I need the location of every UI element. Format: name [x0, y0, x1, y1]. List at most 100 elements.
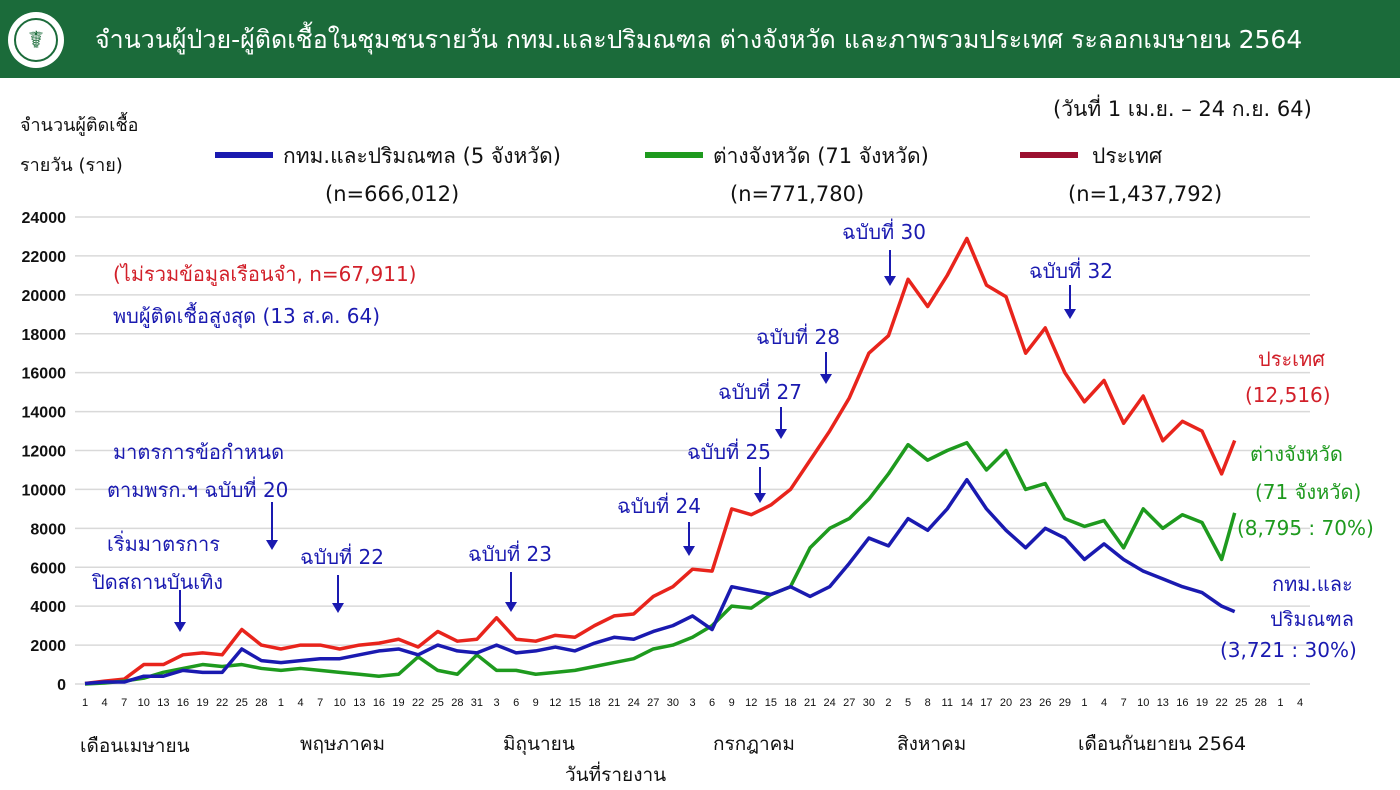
x-tick-label: 16: [1176, 697, 1188, 709]
end-label-provinces-count: (71 จังหวัด): [1255, 480, 1362, 504]
arrow-down-icon: [266, 502, 278, 550]
annotation-25: ฉบับที่ 25: [687, 440, 772, 464]
page-title: จำนวนผู้ป่วย-ผู้ติดเชื้อในชุมชนรายวัน กท…: [95, 25, 1303, 54]
annotation-22: ฉบับที่ 22: [300, 545, 385, 569]
x-tick-label: 13: [157, 697, 169, 709]
x-tick-label: 7: [317, 697, 323, 709]
y-tick-label: 16000: [22, 366, 67, 383]
y-tick-label: 10000: [22, 482, 67, 499]
x-tick-label: 24: [628, 697, 640, 709]
x-tick-label: 21: [804, 697, 816, 709]
caduceus-icon: ☤: [14, 18, 58, 62]
x-tick-label: 27: [647, 697, 659, 709]
annotation-entertainment-line2: ปิดสถานบันเทิง: [92, 570, 224, 594]
x-tick-label: 16: [177, 697, 189, 709]
legend-label-bkk: กทม.และปริมณฑล (5 จังหวัด): [283, 144, 561, 168]
legend-swatch-national: [1020, 152, 1078, 158]
x-tick-label: 13: [1157, 697, 1169, 709]
annotation-m20-line2: ตามพรก.ฯ ฉบับที่ 20: [107, 478, 289, 502]
x-tick-label: 30: [863, 697, 875, 709]
x-tick-label: 1: [278, 697, 284, 709]
x-tick-label: 25: [432, 697, 444, 709]
x-tick-label: 9: [729, 697, 735, 709]
arrow-down-icon: [820, 352, 832, 384]
end-label-national: ประเทศ: [1258, 347, 1325, 371]
x-tick-label: 28: [255, 697, 267, 709]
x-tick-label: 10: [334, 697, 346, 709]
legend-n-provinces: (n=771,780): [730, 182, 865, 206]
x-tick-label: 21: [608, 697, 620, 709]
month-label-april: เดือนเมษายน: [80, 735, 190, 757]
ministry-logo: ☤: [8, 12, 64, 68]
x-tick-label: 1: [1277, 697, 1283, 709]
x-tick-label: 17: [980, 697, 992, 709]
series-line-bkk: [84, 477, 1236, 686]
x-tick-label: 4: [1297, 697, 1303, 709]
month-label-august: สิงหาคม: [897, 733, 967, 755]
x-tick-label: 19: [392, 697, 404, 709]
series-line-national: [84, 236, 1237, 686]
legend-swatch-bkk: [215, 152, 273, 158]
arrow-down-icon: [775, 407, 787, 439]
x-tick-label: 5: [905, 697, 911, 709]
x-tick-label: 28: [1255, 697, 1267, 709]
x-tick-label: 19: [1196, 697, 1208, 709]
x-tick-label: 3: [493, 697, 499, 709]
x-tick-label: 27: [843, 697, 855, 709]
x-tick-label: 6: [513, 697, 519, 709]
x-tick-label: 4: [1101, 697, 1107, 709]
x-tick-label: 15: [569, 697, 581, 709]
annotation-32: ฉบับที่ 32: [1029, 259, 1114, 283]
x-tick-label: 2: [885, 697, 891, 709]
x-axis-title: วันที่รายงาน: [565, 764, 667, 786]
x-tick-label: 7: [121, 697, 127, 709]
month-label-may: พฤษภาคม: [300, 733, 385, 755]
month-label-june: มิถุนายน: [503, 733, 575, 755]
x-tick-label: 7: [1121, 697, 1127, 709]
x-tick-label: 1: [82, 697, 88, 709]
y-tick-label: 22000: [22, 249, 67, 266]
y-tick-label: 2000: [30, 638, 66, 655]
x-tick-label: 10: [1137, 697, 1149, 709]
x-tick-label: 12: [549, 697, 561, 709]
x-tick-label: 3: [689, 697, 695, 709]
x-tick-label: 31: [471, 697, 483, 709]
arrow-down-icon: [1064, 285, 1076, 319]
header-bar: ☤ จำนวนผู้ป่วย-ผู้ติดเชื้อในชุมชนรายวัน …: [0, 0, 1400, 78]
y-axis-title-line1: จำนวนผู้ติดเชื้อ: [20, 115, 139, 136]
y-axis-title-line2: รายวัน (ราย): [20, 155, 123, 176]
x-tick-label: 12: [745, 697, 757, 709]
y-tick-label: 6000: [30, 560, 66, 577]
y-tick-label: 8000: [30, 521, 66, 538]
legend-swatch-provinces: [645, 152, 703, 158]
y-tick-label: 4000: [30, 599, 66, 616]
y-tick-label: 14000: [22, 405, 67, 422]
arrow-down-icon: [884, 250, 896, 286]
legend-label-national: ประเทศ: [1092, 144, 1163, 168]
arrow-down-icon: [332, 575, 344, 613]
x-tick-label: 22: [1215, 697, 1227, 709]
end-value-bkk: (3,721 : 30%): [1220, 638, 1357, 662]
end-label-bkk-2: ปริมณฑล: [1270, 607, 1355, 631]
x-tick-label: 23: [1020, 697, 1032, 709]
annotation-30: ฉบับที่ 30: [842, 220, 927, 244]
x-tick-label: 19: [196, 697, 208, 709]
y-tick-label: 20000: [22, 288, 67, 305]
x-tick-label: 15: [765, 697, 777, 709]
arrow-down-icon: [505, 572, 517, 612]
legend-label-provinces: ต่างจังหวัด (71 จังหวัด): [713, 144, 929, 168]
x-tick-label: 28: [451, 697, 463, 709]
x-tick-label: 18: [588, 697, 600, 709]
x-tick-label: 25: [1235, 697, 1247, 709]
month-label-july: กรกฎาคม: [713, 733, 795, 755]
x-tick-label: 14: [961, 697, 973, 709]
x-tick-label: 16: [373, 697, 385, 709]
x-tick-label: 13: [353, 697, 365, 709]
series-line-provinces: [84, 440, 1237, 686]
month-label-september: เดือนกันยายน 2564: [1078, 733, 1247, 755]
annotation-23: ฉบับที่ 23: [468, 542, 553, 566]
note-peak: พบผู้ติดเชื้อสูงสุด (13 ส.ค. 64): [113, 304, 381, 328]
x-tick-label: 8: [925, 697, 931, 709]
x-tick-label: 22: [216, 697, 228, 709]
